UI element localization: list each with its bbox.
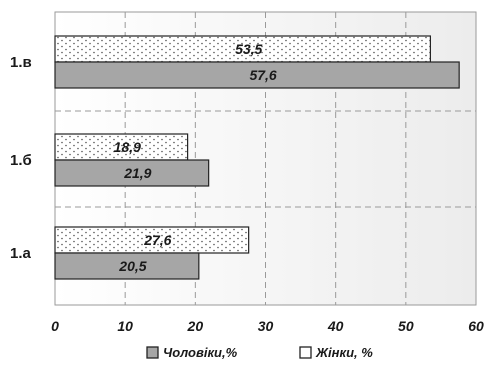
- legend-swatch-women: [299, 346, 312, 359]
- legend-label-women: Жінки, %: [315, 345, 373, 360]
- x-tick-label-10: 10: [117, 318, 133, 334]
- bar-women-2: [54, 226, 250, 254]
- bar-men-2: [54, 252, 200, 280]
- bar-women-0: [54, 35, 431, 63]
- data-label-men-1: 21,9: [123, 165, 151, 181]
- data-label-women-0: 53,5: [235, 41, 262, 57]
- bar-men-0: [54, 61, 460, 89]
- x-tick-label-40: 40: [327, 318, 344, 334]
- category-label-0: 1.в: [10, 54, 32, 71]
- x-tick-label-50: 50: [398, 318, 414, 334]
- x-tick-label-20: 20: [187, 318, 204, 334]
- x-tick-label-30: 30: [258, 318, 274, 334]
- legend-label-men: Чоловіки,%: [163, 345, 238, 360]
- x-tick-label-60: 60: [468, 318, 484, 334]
- bar-women-1: [54, 133, 189, 161]
- bar-men-1: [54, 159, 210, 187]
- data-label-women-1: 18,9: [114, 139, 141, 155]
- data-label-men-0: 57,6: [249, 67, 276, 83]
- data-label-men-2: 20,5: [118, 258, 146, 274]
- data-label-women-2: 27,6: [143, 232, 171, 248]
- category-label-2: 1.а: [10, 245, 32, 262]
- legend-swatch-men: [146, 346, 159, 359]
- category-label-1: 1.б: [10, 152, 32, 169]
- x-tick-label-0: 0: [51, 318, 59, 334]
